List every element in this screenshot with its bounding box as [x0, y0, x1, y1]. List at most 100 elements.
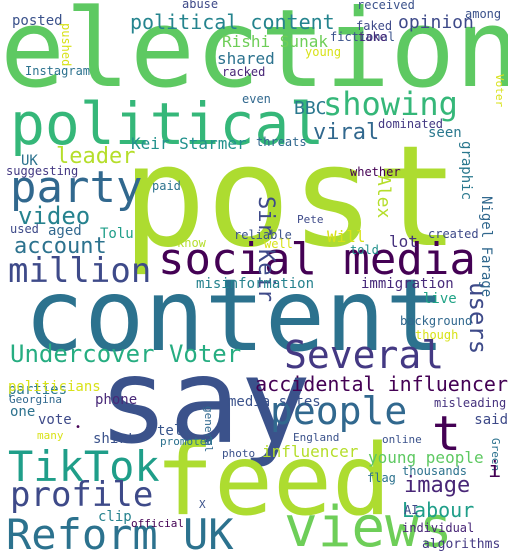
word-alex: Alex	[373, 175, 394, 219]
word-faked: faked	[356, 19, 393, 33]
word-reliable: reliable	[234, 228, 292, 242]
word-threats: threats	[256, 135, 307, 149]
word-phone: phone	[95, 392, 138, 408]
word-people: people	[270, 389, 408, 433]
word-t: t	[432, 406, 461, 462]
word-seen: seen	[428, 125, 462, 141]
word-accidental-influencer: accidental influencer	[255, 372, 508, 396]
word-pete: Pete	[297, 213, 324, 226]
word-party: party	[10, 162, 143, 213]
word-green: Green	[489, 438, 502, 472]
word-shirt: shirt	[93, 431, 136, 447]
word-voter: Voter	[493, 74, 506, 108]
word-online: online	[382, 433, 422, 446]
word-image: image	[404, 473, 471, 498]
word-misleading: misleading	[434, 396, 507, 410]
word-georgina: Georgina	[9, 393, 62, 406]
word-live: live	[423, 291, 457, 307]
word-users: users	[464, 282, 492, 355]
word-graphic: graphic	[458, 141, 474, 201]
word-parties: parties	[8, 382, 68, 398]
word-created: created	[428, 227, 479, 241]
word-said: said	[474, 412, 508, 428]
word-young: young	[305, 45, 342, 59]
word-sir-keir: Sir Keir	[253, 196, 278, 302]
word-though: though	[415, 328, 459, 342]
word-several: Several	[284, 333, 445, 377]
word-vote: vote	[38, 412, 72, 428]
word-tell: tell	[157, 423, 191, 439]
word-promoted: promoted	[160, 435, 213, 448]
word-shared: shared	[217, 49, 275, 68]
word-will: Will	[327, 227, 366, 246]
word-clip: clip	[98, 509, 132, 525]
word-official: official	[131, 517, 184, 530]
word-post: post	[122, 116, 460, 279]
word-even: even	[242, 92, 271, 106]
word-ai: AI	[404, 503, 419, 517]
word-say: say	[98, 332, 312, 470]
word-rishi-sunak: Rishi Sunak	[222, 32, 328, 51]
word-bbc: BBC	[294, 98, 327, 119]
word-flag: flag	[367, 471, 396, 485]
word-lot: lot	[389, 232, 418, 251]
word-take: take	[358, 30, 387, 44]
word-know: know	[177, 236, 206, 250]
word-politicians: politicians	[8, 379, 101, 395]
word-keir-starmer: Keir Starmer	[131, 134, 247, 153]
word-racked: racked	[222, 65, 266, 79]
word-used: used	[10, 222, 39, 236]
word-misinformation: misinformation	[196, 276, 315, 292]
word-posted: posted	[12, 13, 63, 29]
word-showing: showing	[323, 85, 458, 123]
word-views: views	[284, 495, 453, 556]
word-pushed: pushed	[59, 23, 73, 67]
word-algorithms: algorithms	[422, 537, 501, 552]
word-i: i	[488, 458, 502, 483]
word-uk: UK	[21, 153, 38, 169]
word-video: video	[18, 202, 91, 230]
word-content: content	[24, 257, 446, 374]
word-received: received	[357, 0, 415, 12]
word-among: among	[465, 7, 502, 21]
word-tolu: Tolu	[100, 226, 134, 242]
word-aged: aged	[48, 223, 82, 239]
word-thousands: thousands	[402, 464, 468, 478]
word-account: account	[14, 234, 107, 259]
word-background: background	[400, 314, 473, 328]
word-abuse: abuse	[182, 0, 219, 11]
word-young-people: young people	[368, 448, 484, 467]
word-told: told	[350, 243, 379, 257]
word-nigel-farage: Nigel Farage	[478, 196, 494, 298]
word-dot: •	[75, 422, 82, 433]
word-election: election	[0, 0, 508, 112]
word-one: one	[10, 404, 36, 420]
word-x: X	[199, 498, 206, 511]
word-general: general	[202, 406, 215, 453]
word-well: well	[264, 237, 293, 251]
word-many: many	[37, 429, 64, 442]
word-political-content: political content	[130, 10, 335, 34]
word-feed: feed	[155, 424, 392, 538]
word-instagram: Instagram	[25, 64, 91, 78]
word-paid: paid	[152, 179, 181, 193]
word-labour: Labour	[402, 498, 475, 522]
word-media-sites: media sites	[228, 394, 321, 410]
word-leader: leader	[56, 144, 136, 169]
word-million: million	[8, 251, 152, 291]
word-fictional: fictional	[330, 30, 396, 44]
word-suggesting: suggesting	[6, 164, 79, 178]
word-social-media: social media	[158, 234, 476, 285]
word-influencer: influencer	[262, 442, 359, 461]
word-immigration: immigration	[361, 276, 454, 292]
word-political: political	[10, 90, 325, 158]
word-photo: photo	[222, 447, 256, 460]
word-profile: profile	[10, 475, 154, 515]
word-reform-uk: Reform UK	[6, 510, 234, 556]
word-tiktok: TikTok	[8, 442, 160, 491]
word-england: England	[293, 431, 340, 444]
word-viral: viral	[313, 120, 380, 145]
word-individual: individual	[402, 521, 475, 535]
word-whether: whether	[350, 165, 401, 179]
